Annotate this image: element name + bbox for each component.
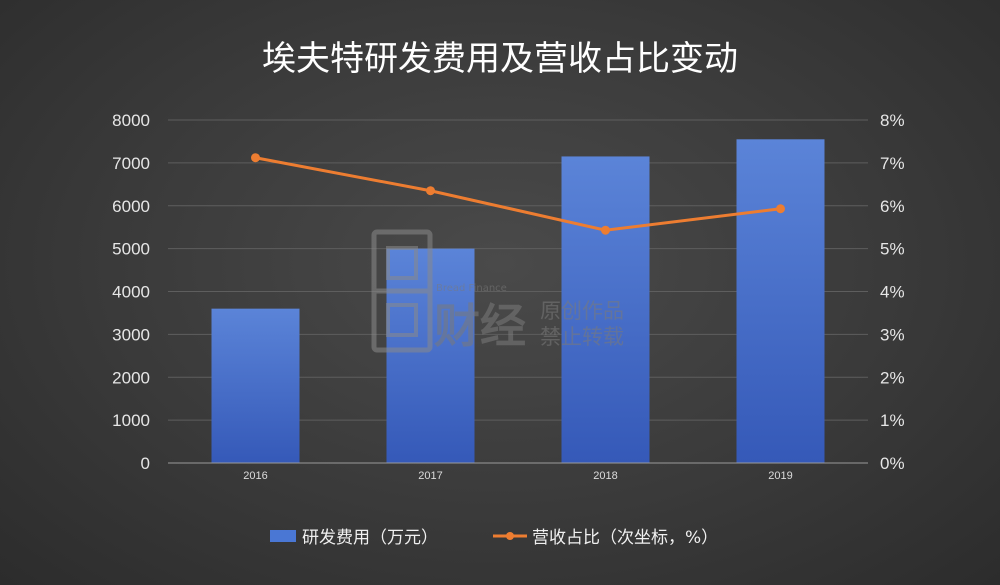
y-tick-label: 5000: [112, 240, 150, 259]
legend-bar-swatch: [270, 530, 296, 542]
line-path: [255, 156, 781, 232]
legend-line-label: 营收占比（次坐标，%）: [532, 528, 718, 548]
y2-tick-label: 5%: [880, 240, 905, 259]
y-tick-label: 0: [141, 454, 150, 473]
legend: 研发费用（万元） 营收占比（次坐标，%）: [270, 528, 718, 548]
line-point: [601, 225, 610, 235]
legend-line-marker: [506, 532, 514, 540]
y-tick-label: 8000: [112, 111, 150, 130]
watermark-logo-inner: [386, 303, 418, 337]
line-point: [251, 153, 260, 163]
bars: [211, 139, 825, 463]
y-tick-label: 7000: [112, 154, 150, 173]
y-tick-label: 2000: [112, 368, 150, 387]
y2-tick-label: 6%: [880, 197, 905, 216]
legend-bar-label: 研发费用（万元）: [302, 528, 438, 548]
y2-tick-label: 0%: [880, 454, 905, 473]
y-tick-label: 6000: [112, 197, 150, 216]
chart-title: 埃夫特研发费用及营收占比变动: [262, 39, 738, 79]
line-point: [426, 186, 435, 196]
x-tick-label: 2018: [593, 470, 617, 482]
y2-tick-label: 2%: [880, 368, 905, 387]
y2-tick-label: 4%: [880, 283, 905, 302]
y2-tick-label: 1%: [880, 411, 905, 430]
x-tick-label: 2019: [768, 470, 792, 482]
axes: 0 1000 2000 3000 4000 5000 6000 7000 8000 0% 1% 2% 3…: [112, 111, 904, 482]
y-tick-label: 3000: [112, 325, 150, 344]
line-point: [776, 204, 785, 214]
line-series: [251, 153, 785, 235]
watermark-logo-inner-top: [386, 246, 418, 280]
bar: [561, 156, 650, 463]
y-tick-label: 4000: [112, 283, 150, 302]
y-tick-label: 1000: [112, 411, 150, 430]
watermark-line2: 禁止转载: [540, 325, 624, 349]
bar: [736, 139, 825, 463]
watermark-brand-en: Bread Finance: [436, 283, 507, 294]
bar: [211, 308, 300, 463]
watermark: Bread Finance 财经 原创作品 禁止转载: [371, 229, 624, 353]
watermark-line1: 原创作品: [540, 299, 624, 323]
watermark-brand-cn: 财经: [434, 299, 526, 353]
x-tick-label: 2016: [243, 470, 267, 482]
x-tick-label: 2017: [418, 470, 442, 482]
y2-tick-label: 3%: [880, 325, 905, 344]
y2-tick-label: 7%: [880, 154, 905, 173]
y2-tick-label: 8%: [880, 111, 905, 130]
